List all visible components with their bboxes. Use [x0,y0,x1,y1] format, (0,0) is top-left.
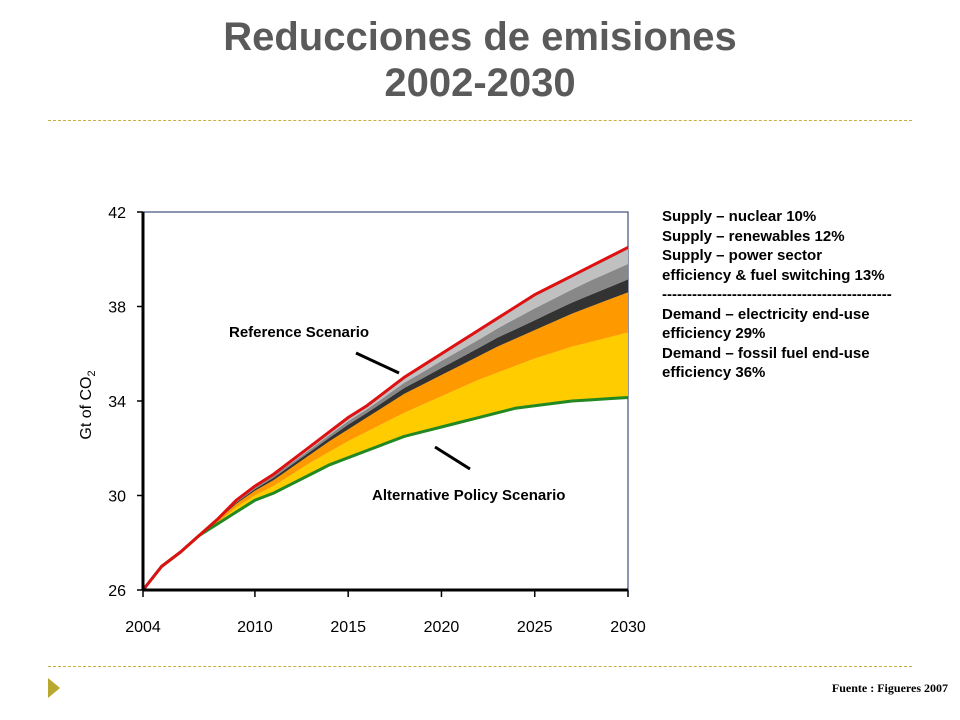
page-title: Reducciones de emisiones 2002-2030 [0,14,960,106]
legend-line: ----------------------------------------… [662,286,892,303]
x-tick-label: 2030 [610,619,646,636]
legend: Supply – nuclear 10% Supply – renewables … [662,207,952,383]
y-tick-label: 38 [108,300,126,317]
annotations: Reference Scenario Alternative Policy Sc… [229,324,565,504]
legend-line: Supply – renewables 12% [662,227,845,245]
y-axis-label: Gt of CO [78,377,95,440]
y-tick-label: 26 [108,583,126,600]
wedge-supply-power-sector-efficiency-fuel-switching-13 [143,279,628,590]
source-credit: Fuente : Figueres 2007 [831,681,948,695]
axes: 26 30 34 38 42 2004 2010 2015 2020 2025 2030 [108,205,646,636]
x-tick-label: 2010 [237,619,273,636]
reference-arrow [355,351,400,375]
alternative-scenario-label: Alternative Policy Scenario [372,487,565,504]
bottom-divider [48,666,912,667]
wedge-areas [143,247,628,590]
legend-line: efficiency 36% [662,364,766,381]
reference-scenario-line [141,246,629,591]
emissions-chart: 26 30 34 38 42 2004 2010 2015 2020 2025 2030 Refer… [78,205,646,636]
legend-line: efficiency 29% [662,325,766,342]
wedge-demand-electricity-end-use-efficiency-29 [143,292,628,590]
legend-line: efficiency & fuel switching 13% [662,266,885,284]
title-line-2: 2002-2030 [384,61,576,105]
legend-line: Supply – nuclear 10% [662,208,817,225]
bullet-arrow-icon [48,678,60,698]
y-tick-label: 30 [108,489,126,506]
svg-text:Gt of CO2: Gt of CO2 [78,370,98,439]
scenario-lines [141,246,629,591]
y-axis-label-subscript: 2 [86,370,98,376]
wedge-demand-fossil-fuel-end-use-efficiency-36 [143,332,628,590]
y-tick-label: 42 [108,205,126,222]
x-tick-label: 2015 [330,619,366,636]
y-tick-label: 34 [108,394,126,411]
title-line-1: Reducciones de emisiones [223,15,737,59]
alternative-arrow [434,445,471,471]
wedge-supply-nuclear-10 [143,247,628,590]
x-tick-label: 2004 [125,619,161,636]
y-axis-title: Gt of CO2 [78,370,98,439]
legend-line: Demand – electricity end-use [662,305,870,323]
legend-line: Supply – power sector [662,247,823,264]
top-divider [48,120,912,121]
x-tick-label: 2020 [424,619,460,636]
reference-scenario-label: Reference Scenario [229,324,369,341]
legend-line: Demand – fossil fuel end-use [662,344,870,362]
wedge-supply-renewables-12 [143,263,628,590]
x-tick-label: 2025 [517,619,553,636]
alternative-policy-line [141,395,629,591]
